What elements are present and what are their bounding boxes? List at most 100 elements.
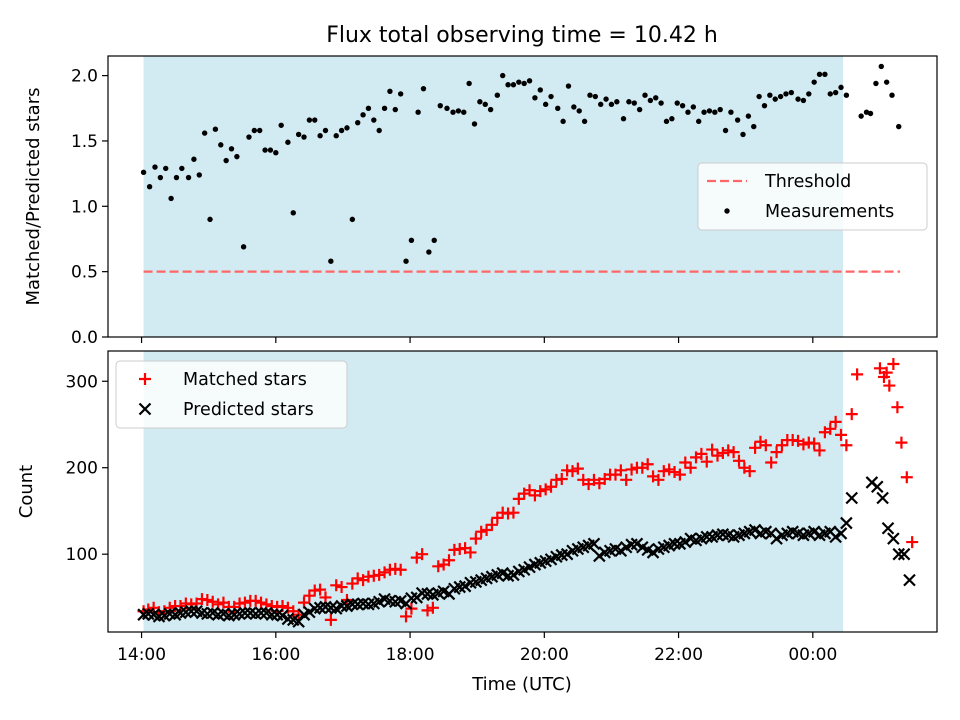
measurement-point (827, 91, 833, 97)
measurement-point (576, 108, 582, 114)
y-tick-label: 0.0 (71, 328, 98, 348)
measurement-point (267, 147, 274, 153)
matched-star-marker (706, 443, 719, 456)
matched-star-marker (324, 613, 337, 626)
x-tick-label: 22:00 (654, 645, 703, 665)
measurement-point (510, 82, 517, 88)
predicted-star-marker (265, 608, 279, 621)
legend-box (697, 162, 928, 231)
matched-star-marker (700, 455, 713, 468)
matched-star-marker (808, 437, 821, 450)
measurement-point (471, 121, 478, 127)
matched-star-marker (711, 449, 724, 462)
measurement-point (690, 104, 697, 110)
matched-star-marker (695, 447, 708, 460)
measurement-point (333, 133, 339, 139)
measurement-point (889, 92, 895, 98)
measurement-point (212, 126, 219, 132)
measurement-point (516, 79, 522, 85)
measurement-point (878, 63, 884, 70)
measurement-point (603, 96, 609, 102)
measurement-point (806, 91, 812, 97)
legend-measurement-swatch (724, 208, 730, 214)
predicted-star-marker (700, 530, 714, 544)
matched-star-marker (421, 604, 434, 617)
matched-star-marker (206, 595, 219, 608)
measurement-point (701, 109, 707, 115)
predicted-star-marker (587, 537, 601, 551)
matched-star-marker (775, 439, 788, 452)
measurement-point (273, 150, 279, 156)
measurement-point (140, 169, 147, 176)
measurement-point (290, 210, 296, 216)
measurement-point (505, 82, 511, 88)
measurement-point (608, 101, 615, 108)
measurement-point (415, 109, 421, 115)
measurement-point (772, 96, 778, 102)
matched-star-marker (906, 536, 919, 549)
measurement-point (761, 102, 768, 109)
matched-star-marker (873, 362, 886, 375)
measurement-point (653, 95, 659, 101)
matched-star-marker (394, 563, 407, 576)
chart-title: Flux total observing time = 10.42 h (326, 23, 718, 48)
measurement-point (565, 83, 572, 89)
measurement-point (437, 102, 443, 109)
measurement-point (431, 237, 437, 243)
measurement-point (349, 216, 356, 223)
measurement-point (858, 113, 864, 119)
measurement-point (322, 127, 329, 134)
matched-star-marker (663, 463, 676, 476)
matched-star-marker (378, 566, 391, 579)
measurement-point (196, 172, 202, 178)
y-tick-label: 2.0 (71, 67, 98, 87)
measurement-point (685, 109, 691, 115)
matched-star-marker (824, 422, 837, 435)
matched-star-marker (485, 518, 498, 531)
top-legend: Threshold Measurements (697, 162, 928, 231)
measurement-point (822, 71, 828, 77)
matched-star-marker (668, 466, 681, 479)
y-tick-label: 0.5 (71, 263, 98, 283)
measurement-point (371, 117, 377, 123)
top-axes-frame (107, 55, 938, 338)
matched-star-marker (883, 379, 896, 392)
bottom-panel: 100 200 300 14:00 16:00 18:00 20:00 22:00 00:00 C… (16, 350, 938, 665)
measurement-point (598, 101, 604, 108)
matched-star-marker (829, 415, 842, 428)
measurement-point (679, 102, 686, 109)
measurement-point (631, 100, 637, 106)
matched-star-marker (566, 465, 579, 478)
y-tick-label: 200 (66, 459, 98, 479)
measurement-point (262, 147, 268, 153)
measurement-point (201, 130, 208, 136)
matched-star-marker (620, 473, 633, 486)
measurement-point (477, 99, 483, 105)
measurement-point (295, 131, 302, 138)
matched-star-marker (895, 436, 908, 449)
predicted-star-marker (887, 532, 900, 545)
predicted-star-marker (184, 604, 198, 618)
matched-star-marker (900, 471, 913, 484)
measurement-point (658, 100, 664, 106)
measurement-point (392, 106, 398, 113)
matched-star-marker (880, 366, 893, 379)
matched-star-marker (555, 472, 568, 485)
bottom-axes-frame (107, 350, 938, 633)
measurement-point (560, 118, 566, 125)
matched-star-marker (319, 591, 332, 604)
measurement-point (706, 108, 713, 114)
predicted-star-marker (892, 547, 906, 561)
y-tick-label: 1.0 (71, 197, 98, 217)
matched-star-marker (335, 581, 348, 594)
matched-star-marker (480, 523, 493, 536)
measurement-point (867, 110, 874, 117)
measurement-point (218, 142, 224, 148)
measurement-point (532, 95, 538, 101)
matched-star-marker (255, 596, 268, 609)
measurements-series (140, 63, 902, 264)
matched-star-marker (749, 441, 762, 454)
measurement-point (696, 118, 702, 125)
legend-label: Threshold (764, 172, 851, 192)
